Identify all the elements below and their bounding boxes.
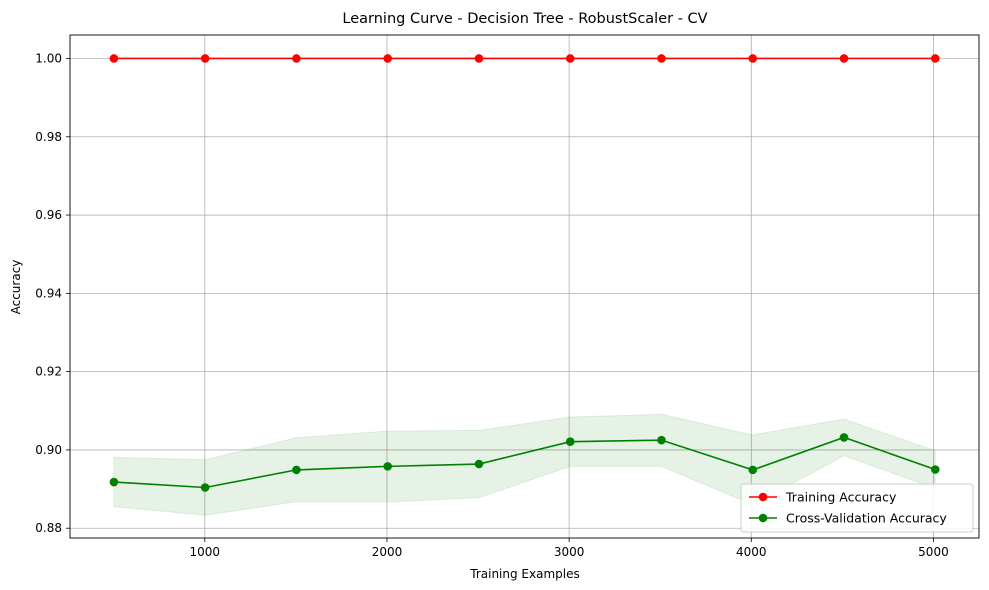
legend-marker bbox=[758, 513, 768, 523]
data-point bbox=[200, 483, 210, 492]
legend-label: Training Accuracy bbox=[785, 490, 897, 505]
y-tick-label: 1.00 bbox=[35, 51, 62, 65]
chart-title: Learning Curve - Decision Tree - RobustS… bbox=[342, 11, 707, 27]
data-point bbox=[474, 54, 484, 63]
data-point bbox=[748, 54, 758, 63]
data-point bbox=[657, 54, 666, 63]
data-point bbox=[839, 433, 849, 442]
y-tick-label: 0.92 bbox=[35, 365, 62, 379]
axes: 1000 2000 3000 4000 5000 0.88 0.90 0.92 0.94 0.96… bbox=[35, 34, 980, 559]
x-tick-label: 4000 bbox=[736, 545, 767, 559]
data-point bbox=[748, 465, 758, 475]
data-point bbox=[383, 462, 392, 471]
x-tick-label: 2000 bbox=[372, 545, 403, 559]
series-line bbox=[113, 436, 936, 489]
y-tick-label: 0.94 bbox=[35, 286, 62, 300]
x-tick-label: 5000 bbox=[918, 545, 949, 559]
y-axis-label: Accuracy bbox=[9, 260, 23, 315]
confidence-bands bbox=[113, 57, 936, 516]
data-point bbox=[565, 437, 575, 447]
data-point bbox=[109, 477, 119, 487]
y-tick-label: 0.98 bbox=[35, 130, 62, 144]
data-point bbox=[839, 54, 849, 63]
legend: Training Accuracy Cross-Validation Accura… bbox=[740, 483, 974, 533]
legend-label: Cross-Validation Accuracy bbox=[786, 511, 947, 526]
data-point bbox=[474, 459, 484, 469]
y-tick-label: 0.96 bbox=[35, 208, 62, 222]
y-tick-label: 0.88 bbox=[35, 521, 62, 535]
data-point bbox=[383, 54, 392, 63]
data-point bbox=[292, 465, 301, 475]
data-point bbox=[930, 54, 940, 63]
data-point bbox=[109, 54, 119, 63]
series-lines bbox=[109, 54, 940, 492]
legend-marker bbox=[758, 492, 768, 502]
x-tick-label: 3000 bbox=[554, 545, 585, 559]
data-point bbox=[657, 435, 666, 445]
y-tick-label: 0.90 bbox=[35, 443, 62, 457]
x-axis-label: Training Examples bbox=[469, 567, 579, 581]
legend-box bbox=[740, 483, 974, 533]
data-point bbox=[565, 54, 575, 63]
data-point bbox=[292, 54, 301, 63]
data-point bbox=[930, 465, 940, 474]
data-point bbox=[200, 54, 210, 63]
plot-frame bbox=[69, 34, 980, 539]
x-tick-label: 1000 bbox=[190, 545, 221, 559]
